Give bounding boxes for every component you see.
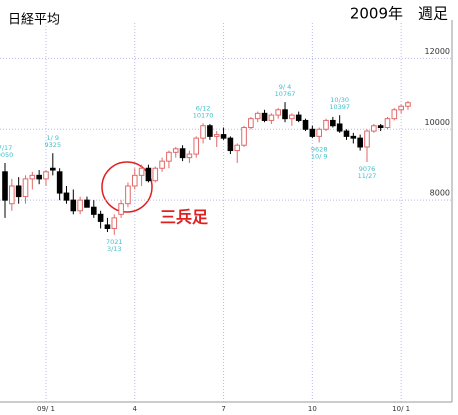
y-tick-label: 12000 (425, 47, 450, 56)
candle-body (179, 148, 186, 159)
annotation-date: 10/ 9 (311, 152, 328, 160)
annotation-date: 9/ 4 (279, 83, 292, 91)
candle-body (207, 125, 213, 137)
candle-body (268, 114, 275, 121)
candle-body (90, 206, 97, 215)
candle-body (193, 137, 200, 155)
candle-body (56, 171, 63, 194)
x-tick-label: 10/ 1 (392, 405, 410, 413)
candle-body (248, 118, 254, 129)
callout-text: 三兵足 (160, 208, 209, 227)
candle-body (391, 109, 398, 120)
candle-body (261, 112, 268, 121)
candle-body (118, 203, 124, 215)
annotation-value: 9050 (0, 151, 13, 159)
annotation-value: 7021 (106, 238, 123, 246)
annotation-date: 3/13 (107, 245, 122, 253)
candle-body (159, 160, 165, 169)
candle-body (330, 119, 336, 127)
candle-body (36, 174, 42, 180)
candle-body (43, 171, 49, 180)
candle-body (200, 125, 206, 139)
annotation-date: 6/12 (196, 104, 211, 112)
annotation-date: 10/30 (330, 96, 349, 104)
candle-body (145, 167, 152, 182)
x-tick-label: 7 (221, 405, 225, 413)
candle-body (84, 199, 90, 208)
candle-body (104, 224, 111, 229)
candle-body (111, 217, 118, 229)
annotation-date: 11/27 (358, 172, 377, 180)
x-tick-label: 09/ 1 (37, 405, 55, 413)
candle-body (2, 171, 8, 201)
callout-circle (101, 161, 153, 213)
candle-body (302, 119, 309, 130)
candle-body (398, 105, 404, 111)
candle-body (213, 134, 220, 137)
candle-body (357, 137, 363, 148)
candle-body (63, 192, 70, 201)
candle-body (70, 199, 77, 212)
candle-body (350, 135, 357, 139)
candle-body (309, 128, 316, 137)
annotation-date: 7/17 (0, 144, 12, 152)
candle-body (186, 153, 193, 159)
candle-body (377, 125, 384, 129)
candle-body (343, 130, 350, 137)
candle-body (9, 185, 15, 205)
candle-body (405, 102, 411, 107)
candle-body (77, 199, 83, 212)
chart-title: 日経平均 (8, 13, 60, 28)
candle-body (138, 167, 145, 176)
candle-body (29, 174, 36, 180)
annotation-value: 9325 (45, 141, 62, 149)
candle-body (364, 130, 370, 148)
candle-body (220, 134, 227, 139)
x-tick-label: 10 (308, 405, 317, 413)
candle-body (172, 148, 179, 153)
annotation-value: 10767 (275, 90, 296, 98)
candle-body (50, 167, 56, 171)
candle-body (371, 125, 377, 132)
candle-body (125, 185, 131, 205)
candle-body (15, 185, 22, 198)
candle-body (241, 127, 247, 146)
y-tick-label: 8000 (430, 189, 450, 198)
candle-body (22, 178, 29, 198)
candle-body (336, 123, 343, 132)
candle-body (131, 174, 138, 187)
candle-body (289, 114, 295, 120)
candle-body (384, 118, 391, 129)
annotation-date: 1/ 9 (47, 134, 60, 142)
candle-body (97, 213, 104, 222)
candle-body (254, 112, 261, 120)
y-tick-label: 10000 (425, 118, 450, 127)
annotation-value: 10170 (193, 111, 214, 119)
annotation-value: 10397 (329, 103, 350, 111)
candle-body (234, 144, 241, 152)
annotation-value: 9076 (359, 165, 376, 173)
candle-body (295, 114, 302, 121)
candle-body (152, 167, 159, 182)
candle-body (323, 119, 329, 130)
candle-body (282, 109, 288, 120)
candle-body (275, 109, 281, 116)
candle-body (316, 128, 322, 137)
annotation-value: 9628 (311, 145, 328, 153)
chart-subtitle: 2009年 週足 (350, 5, 448, 23)
x-tick-label: 4 (133, 405, 138, 413)
candle-body (166, 151, 172, 162)
candle-body (227, 137, 234, 152)
